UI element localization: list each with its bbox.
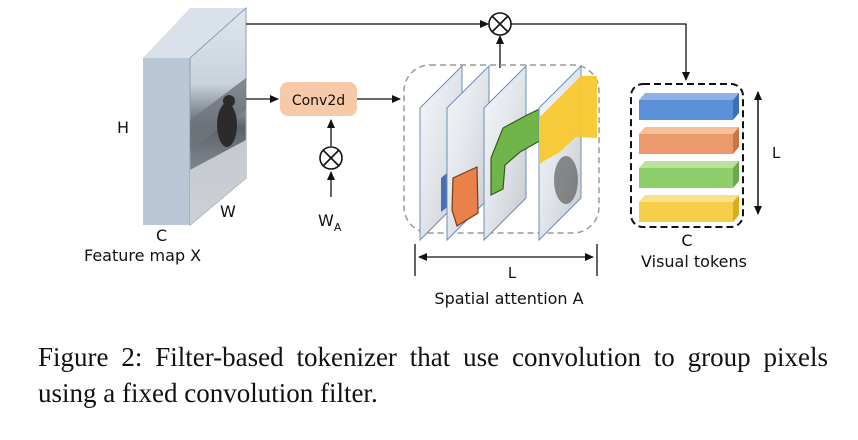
feature-map-label: Feature map X (84, 246, 201, 265)
multiply-to-tokens-arrow (511, 23, 690, 81)
tokens-length-label: L (772, 144, 781, 162)
attention-map-4 (538, 64, 597, 242)
attention-map-2 (446, 64, 490, 242)
token-bar-orange (639, 127, 739, 154)
multiply-icon (319, 146, 343, 170)
tokens-channel-label: C (681, 231, 692, 250)
multiply-icon (488, 12, 512, 36)
feature-map-height-label: H (117, 118, 129, 137)
attention-group-box (403, 64, 600, 234)
conv2d-box (280, 82, 357, 116)
attention-length-label: L (508, 264, 517, 282)
token-bar-yellow (639, 195, 739, 222)
attention-label: Spatial attention A (434, 289, 583, 308)
figure-caption: Figure 2: Filter-based tokenizer that us… (38, 342, 828, 408)
token-bar-green (639, 161, 739, 188)
feature-map-side-face (143, 58, 190, 225)
conv2d-label: Conv2d (292, 93, 345, 109)
feature-map-top-face (143, 8, 246, 58)
tokenizer-diagram: H W C Feature map X Conv2d WA (84, 6, 781, 308)
attention-map-3 (483, 64, 553, 242)
token-bar-blue (639, 93, 739, 120)
feature-map-channel-label: C (156, 226, 167, 245)
feature-map-width-label: W (220, 202, 236, 221)
weights-label: WA (318, 211, 342, 234)
tokens-group-box (630, 83, 744, 228)
tokens-label: Visual tokens (641, 252, 747, 271)
feature-map-block (143, 6, 247, 227)
feature-map-image (189, 6, 247, 227)
